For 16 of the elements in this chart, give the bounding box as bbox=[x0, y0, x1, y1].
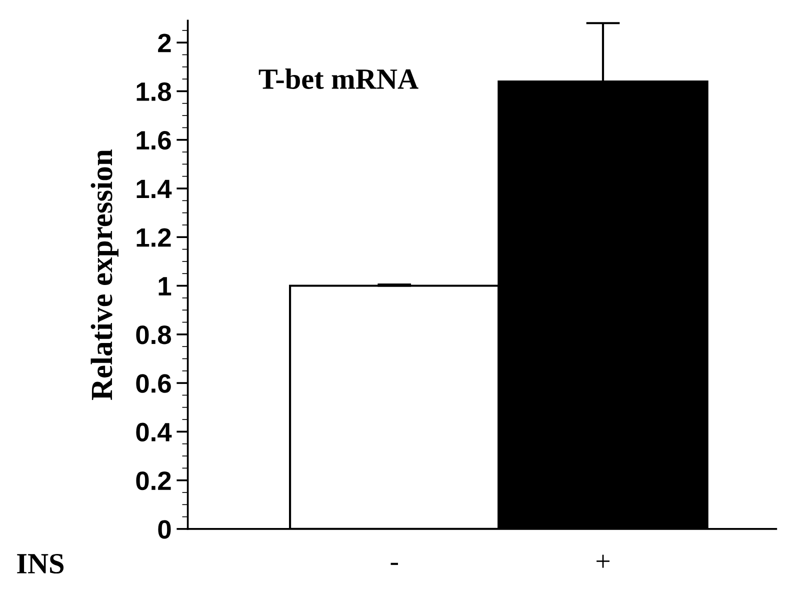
y-axis-title: Relative expression bbox=[90, 150, 118, 400]
y-tick-label: 1.4 bbox=[136, 180, 172, 198]
y-tick-label: 0.4 bbox=[136, 422, 172, 442]
y-tick-label: 1.2 bbox=[136, 228, 171, 247]
x-axis-title: INS bbox=[17, 554, 64, 574]
y-tick-label: 0 bbox=[158, 520, 171, 539]
y-tick-label: 1 bbox=[158, 277, 172, 296]
y-tick-label: 1.8 bbox=[136, 82, 172, 102]
y-tick-label: 1.6 bbox=[136, 130, 171, 150]
x-tick-label: + bbox=[596, 554, 610, 568]
annotation: T-bet mRNA bbox=[258, 68, 418, 89]
y-tick-label: 0.6 bbox=[136, 374, 171, 393]
y-tick-label: 0.2 bbox=[136, 471, 171, 490]
y-tick-label: 2 bbox=[158, 34, 171, 52]
y-tick-label: 0.8 bbox=[136, 326, 172, 344]
x-tick-label: - bbox=[390, 562, 398, 565]
